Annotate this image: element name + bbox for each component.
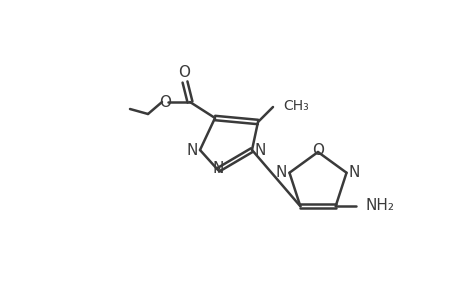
Text: O: O [311,142,323,158]
Text: N: N [254,142,265,158]
Text: NH₂: NH₂ [365,198,394,213]
Text: CH₃: CH₃ [282,99,308,113]
Text: N: N [186,142,197,158]
Text: O: O [159,94,171,110]
Text: N: N [348,165,359,180]
Text: N: N [275,165,286,180]
Text: N: N [212,160,223,175]
Text: O: O [178,64,190,80]
